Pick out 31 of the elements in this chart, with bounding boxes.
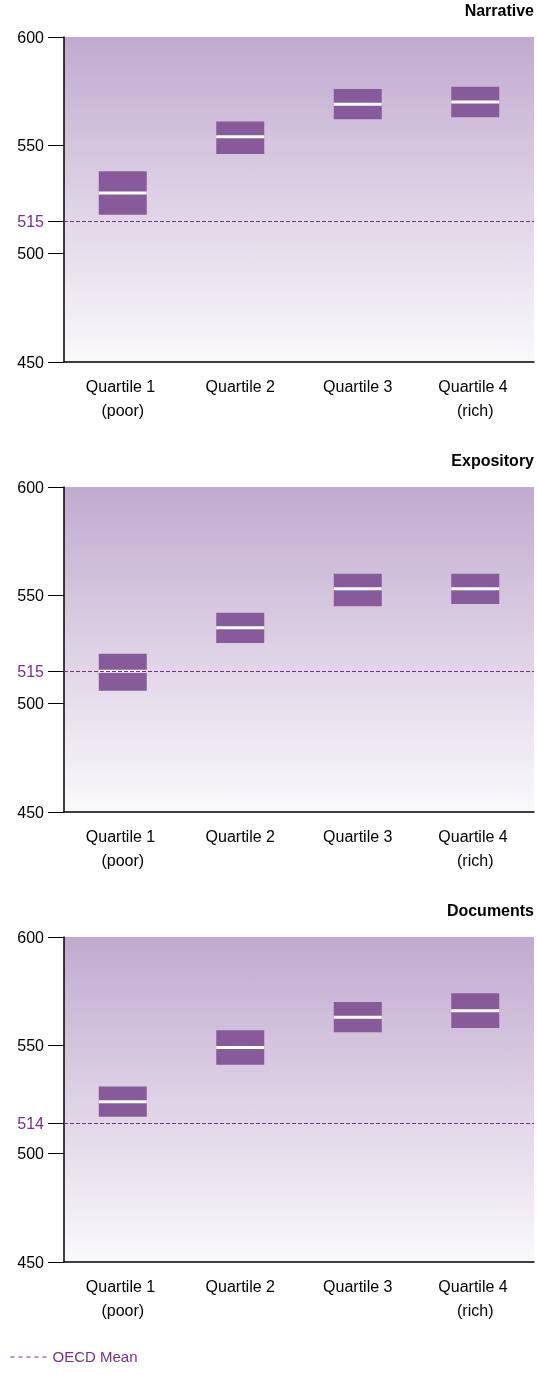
y-tick-label: 500: [17, 695, 45, 713]
y-tick-label: 500: [17, 245, 45, 263]
x-tick-label: Quartile 1 (poor): [85, 1277, 160, 1319]
x-tick-label: Quartile 4 (rich): [438, 827, 513, 869]
chart-title: Narrative: [464, 1, 535, 19]
legend-label: OECD Mean: [52, 1348, 138, 1365]
x-tick-label: Quartile 2: [205, 377, 276, 395]
y-tick-label: 550: [17, 136, 45, 154]
y-tick-label: 450: [17, 1253, 45, 1271]
chart-title: Documents: [446, 901, 535, 919]
y-tick-label: 450: [17, 353, 45, 371]
x-tick-label: Quartile 1 (poor): [85, 377, 160, 419]
y-tick-label: 550: [17, 586, 45, 604]
x-tick-label: Quartile 3: [323, 377, 393, 395]
y-tick-label: 515: [17, 662, 45, 680]
y-tick-label: 500: [17, 1145, 45, 1163]
x-tick-label: Quartile 3: [323, 1277, 393, 1295]
x-tick-label: Quartile 4 (rich): [438, 1277, 513, 1319]
y-tick-label: 514: [17, 1114, 45, 1132]
y-tick-label: 600: [17, 478, 45, 496]
y-tick-label: 515: [17, 212, 45, 230]
y-tick-label: 450: [17, 803, 45, 821]
x-tick-label: Quartile 3: [323, 827, 393, 845]
x-tick-label: Quartile 2: [205, 827, 276, 845]
x-tick-label: Quartile 2: [205, 1277, 276, 1295]
x-tick-label: Quartile 1 (poor): [85, 827, 160, 869]
y-tick-label: 600: [17, 28, 45, 46]
y-tick-label: 600: [17, 928, 45, 946]
y-tick-label: 550: [17, 1036, 45, 1054]
chart-title: Expository: [451, 451, 535, 469]
x-tick-label: Quartile 4 (rich): [438, 377, 513, 419]
